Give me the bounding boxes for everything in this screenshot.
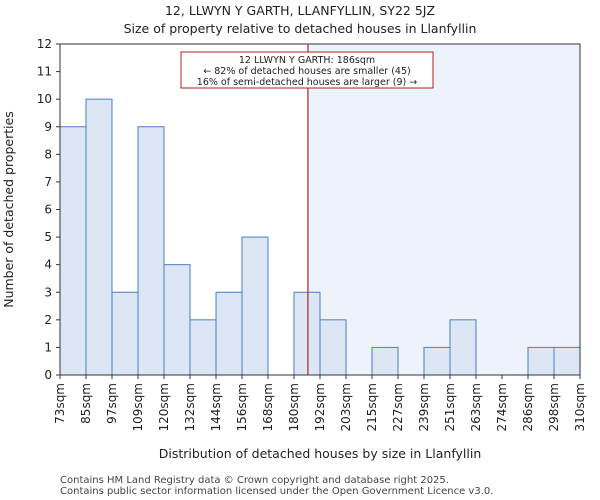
x-tick-label-215sqm: 215sqm bbox=[365, 383, 379, 431]
annotation-box bbox=[180, 51, 434, 89]
x-tick-label-73sqm: 73sqm bbox=[53, 383, 67, 424]
annotation-line-1: 12 LLWYN Y GARTH: 186sqm bbox=[239, 55, 375, 66]
bar-286sqm bbox=[527, 346, 555, 376]
x-tick-label-144sqm: 144sqm bbox=[209, 383, 223, 431]
bar-192sqm bbox=[319, 319, 347, 376]
y-tick-label-6: 6 bbox=[44, 203, 52, 217]
y-tick-label-5: 5 bbox=[44, 230, 52, 244]
y-tick-label-10: 10 bbox=[37, 92, 52, 106]
bar-109sqm bbox=[137, 126, 165, 376]
y-axis-label: Number of detached properties bbox=[1, 111, 16, 308]
bar-85sqm bbox=[85, 98, 113, 376]
x-tick-label-168sqm: 168sqm bbox=[261, 383, 275, 431]
x-tick-label-274sqm: 274sqm bbox=[495, 383, 509, 431]
bar-298sqm bbox=[553, 346, 581, 376]
x-tick-label-192sqm: 192sqm bbox=[313, 383, 327, 431]
annotation-line-2: ← 82% of detached houses are smaller (45… bbox=[203, 66, 410, 77]
x-tick-label-97sqm: 97sqm bbox=[105, 383, 119, 424]
x-tick-label-180sqm: 180sqm bbox=[287, 383, 301, 431]
x-tick-label-227sqm: 227sqm bbox=[391, 383, 405, 431]
x-tick-label-251sqm: 251sqm bbox=[443, 383, 457, 431]
bar-97sqm bbox=[111, 291, 139, 376]
y-tick-label-0: 0 bbox=[44, 368, 52, 382]
x-tick-label-156sqm: 156sqm bbox=[235, 383, 249, 431]
x-tick-label-120sqm: 120sqm bbox=[157, 383, 171, 431]
y-tick-label-8: 8 bbox=[44, 147, 52, 161]
y-tick-label-2: 2 bbox=[44, 313, 52, 327]
x-tick-label-85sqm: 85sqm bbox=[79, 383, 93, 424]
chart-title: 12, LLWYN Y GARTH, LLANFYLLIN, SY22 5JZ bbox=[164, 3, 436, 18]
x-tick-label-109sqm: 109sqm bbox=[131, 383, 145, 431]
chart-subtitle: Size of property relative to detached ho… bbox=[123, 21, 477, 36]
footer-attribution-1: Contains HM Land Registry data © Crown c… bbox=[60, 475, 449, 486]
x-tick-label-286sqm: 286sqm bbox=[521, 383, 535, 431]
bar-239sqm bbox=[423, 346, 451, 376]
y-tick-label-4: 4 bbox=[44, 258, 52, 272]
x-axis-label: Distribution of detached houses by size … bbox=[159, 446, 482, 461]
bar-73sqm bbox=[59, 126, 87, 376]
shaded-larger-region bbox=[307, 44, 580, 375]
bar-215sqm bbox=[371, 346, 399, 376]
x-tick-label-298sqm: 298sqm bbox=[547, 383, 561, 431]
annotation-line-3: 16% of semi-detached houses are larger (… bbox=[197, 77, 417, 88]
y-tick-label-11: 11 bbox=[37, 65, 52, 79]
y-tick-label-7: 7 bbox=[44, 175, 52, 189]
bar-120sqm bbox=[163, 264, 191, 376]
x-tick-label-239sqm: 239sqm bbox=[417, 383, 431, 431]
x-tick-label-310sqm: 310sqm bbox=[573, 383, 587, 431]
bar-144sqm bbox=[215, 291, 243, 376]
x-tick-label-132sqm: 132sqm bbox=[183, 383, 197, 431]
bar-180sqm bbox=[293, 291, 321, 376]
y-tick-label-9: 9 bbox=[44, 120, 52, 134]
bar-156sqm bbox=[241, 236, 269, 376]
bar-251sqm bbox=[449, 319, 477, 376]
x-tick-label-263sqm: 263sqm bbox=[469, 383, 483, 431]
x-tick-label-203sqm: 203sqm bbox=[339, 383, 353, 431]
bar-132sqm bbox=[189, 319, 217, 376]
y-tick-label-1: 1 bbox=[44, 340, 52, 354]
y-tick-label-12: 12 bbox=[37, 37, 52, 51]
footer-attribution-2: Contains public sector information licen… bbox=[60, 486, 494, 497]
y-tick-label-3: 3 bbox=[44, 285, 52, 299]
